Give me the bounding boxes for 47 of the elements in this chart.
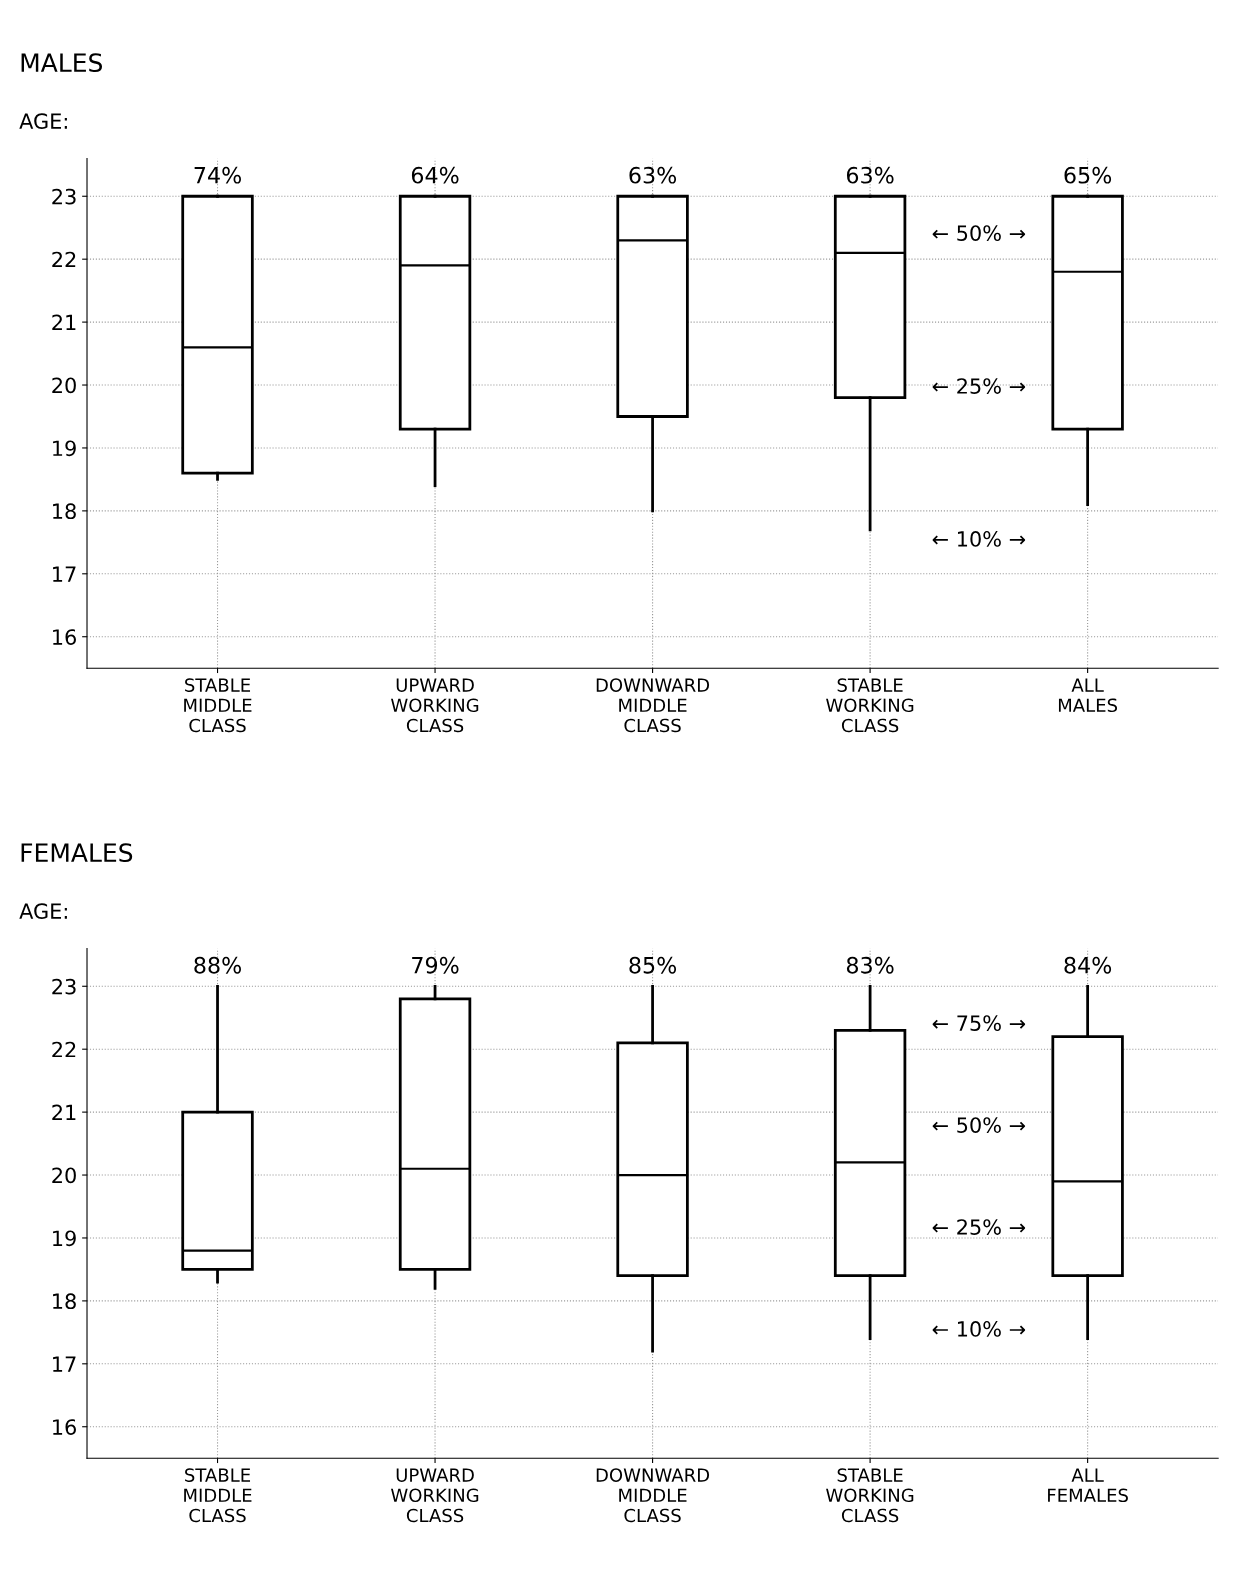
annotation: 79% [412,956,459,974]
x-tick-label: DOWNWARD MIDDLE CLASS [596,678,710,733]
x-tick-label: STABLE WORKING CLASS [826,1468,914,1523]
annotation: ← 10% → [932,531,1026,547]
annotation: 63% [629,166,677,184]
annotation: 84% [1064,956,1112,974]
y-tick-label: 21 [52,314,76,331]
y-tick-label: 23 [52,188,76,205]
y-tick-label: 20 [52,377,76,394]
x-tick-label: STABLE MIDDLE CLASS [184,1468,252,1523]
annotation: ← 25% → [932,378,1026,394]
x-tick-label: UPWARD WORKING CLASS [391,678,479,733]
annotation: ← 50% → [932,1117,1026,1133]
y-tick-label: 20 [52,1167,76,1184]
x-tick-label: ALL FEMALES [1048,1468,1128,1503]
annotation: ← 75% → [932,1015,1026,1032]
annotation: ← 50% → [932,225,1026,241]
y-tick-label: 18 [53,503,76,520]
annotation: ← 25% → [932,1219,1026,1235]
y-axis-title: AGE: [19,113,67,129]
x-tick-label: DOWNWARD MIDDLE CLASS [596,1468,710,1523]
annotation: 88% [194,956,241,974]
y-tick-label: 17 [53,566,76,582]
annotation: 64% [411,166,459,184]
y-tick-label: 19 [53,440,76,457]
y-axis-title: AGE: [19,903,67,919]
y-tick-label: 22 [52,251,76,268]
y-tick-label: 16 [53,629,76,645]
annotation: 74% [194,166,241,184]
x-tick-label: UPWARD WORKING CLASS [391,1468,479,1523]
y-tick-label: 17 [53,1356,76,1372]
annotation: 65% [1064,166,1112,184]
y-tick-label: 19 [53,1230,76,1247]
y-tick-label: 22 [52,1041,76,1058]
y-tick-label: 16 [53,1419,76,1435]
x-tick-label: STABLE WORKING CLASS [826,678,914,733]
annotation: ← 10% → [932,1321,1026,1337]
annotation: 63% [846,166,894,184]
y-tick-label: 23 [52,978,76,995]
y-tick-label: 21 [52,1104,76,1121]
x-tick-label: STABLE MIDDLE CLASS [184,678,252,733]
annotation: 85% [629,956,677,974]
x-tick-label: ALL MALES [1058,678,1118,713]
y-tick-label: 18 [53,1293,76,1310]
chart-title: MALES [21,53,103,73]
annotation: 83% [846,956,894,974]
chart-title: FEMALES [21,843,133,863]
